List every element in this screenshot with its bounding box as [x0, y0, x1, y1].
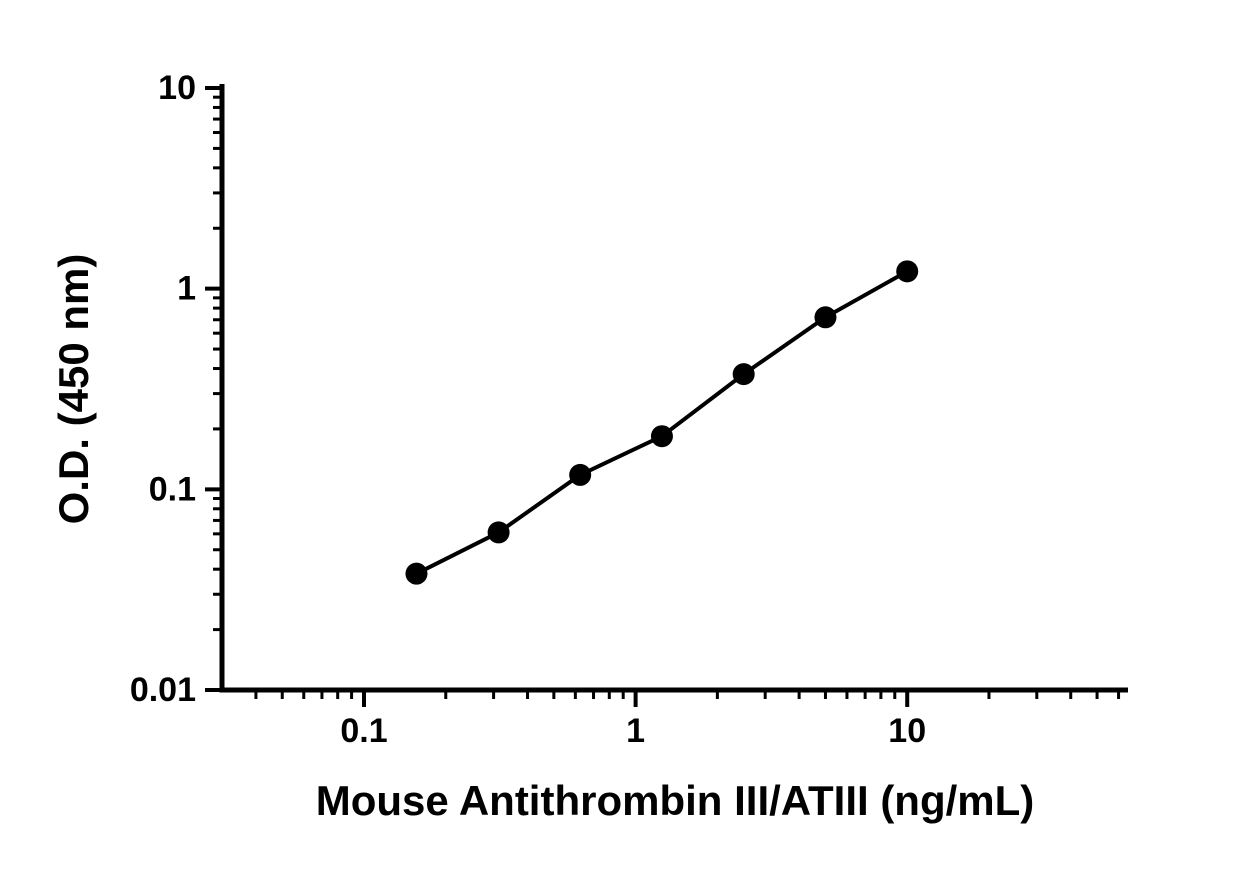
- axes: [219, 84, 1128, 693]
- x-tick-label: 0.1: [340, 712, 387, 750]
- y-axis-title: O.D. (450 nm): [50, 254, 97, 525]
- standard-curve-point: [814, 306, 837, 329]
- x-axis-title: Mouse Antithrombin III/ATIII (ng/mL): [316, 777, 1035, 824]
- standard-curve-point: [896, 260, 919, 283]
- tick-labels: 0.1 1 10 0.01 0.1 1 10: [130, 69, 926, 750]
- y-tick-label: 1: [177, 270, 196, 308]
- standard-curve-point: [650, 425, 673, 448]
- standard-curve-point: [569, 463, 592, 486]
- x-tick-label: 1: [626, 712, 645, 750]
- y-tick-label: 0.01: [130, 671, 196, 709]
- x-tick-label: 10: [888, 712, 926, 750]
- data-series: [405, 260, 919, 585]
- y-tick-label: 0.1: [149, 470, 196, 508]
- axis-lines: [219, 84, 1128, 693]
- standard-curve-point: [405, 562, 428, 585]
- standard-curve-point: [487, 521, 510, 544]
- y-tick-label: 10: [158, 69, 196, 107]
- tick-marks: [205, 86, 1121, 707]
- standard-curve-point: [732, 363, 755, 386]
